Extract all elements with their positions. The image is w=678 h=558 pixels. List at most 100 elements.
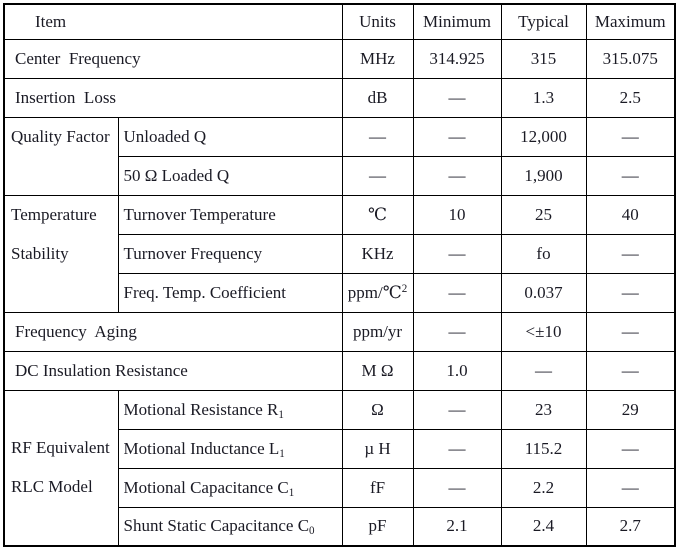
- sub-text: 1: [288, 486, 295, 499]
- cell-text: Insertion Loss: [15, 87, 117, 107]
- typ-cell: 315: [500, 38, 587, 79]
- cell-text: 50 Ω Loaded Q: [123, 165, 230, 185]
- max-cell: —: [585, 272, 676, 313]
- min-cell: —: [412, 116, 502, 157]
- table-row: Temperature Stability Turnover Temperature…: [3, 194, 676, 313]
- cell-text: fF: [369, 477, 386, 497]
- item-cell: 50 Ω Loaded Q: [117, 155, 343, 196]
- table-row: Freq. Temp. Coefficient ppm/℃2—0.037—: [4, 272, 676, 313]
- table-row: RF Equivalent RLC Model Motional Resistanc…: [3, 389, 676, 547]
- max-cell: 2.7: [585, 506, 676, 547]
- min-cell: 10: [412, 194, 502, 235]
- min-cell: —: [412, 233, 502, 274]
- cell-text: ppm/yr: [352, 321, 403, 341]
- typ-cell: 1,900: [500, 155, 587, 196]
- max-cell: —: [585, 116, 676, 157]
- typ-cell: 0.037: [500, 272, 587, 313]
- cell-text: Turnover Frequency: [123, 243, 263, 263]
- units-cell: Ω: [341, 389, 414, 430]
- min-cell: 314.925: [412, 38, 502, 79]
- header-cell-minimum: Minimum: [412, 3, 502, 40]
- max-cell: 29: [585, 389, 676, 430]
- min-cell: —: [412, 77, 502, 118]
- min-cell: —: [412, 428, 502, 469]
- cell-text: ppm/℃: [347, 282, 402, 302]
- group-cell: Temperature Stability: [3, 194, 119, 313]
- min-cell: 1.0: [412, 350, 502, 391]
- max-cell: 2.5: [585, 77, 676, 118]
- units-cell: dB: [341, 77, 414, 118]
- cell-text: Frequency Aging: [15, 321, 137, 341]
- units-cell: ppm/℃2: [341, 272, 414, 313]
- max-cell: —: [585, 467, 676, 508]
- max-cell: —: [585, 350, 676, 391]
- item-cell: Freq. Temp. Coefficient: [117, 272, 343, 313]
- units-cell: ppm/yr: [341, 311, 414, 352]
- table-row: Motional Inductance L1 µ H —115.2—: [4, 428, 676, 469]
- cell-text: Motional Capacitance C: [123, 477, 289, 497]
- table-row: DC Insulation Resistance M Ω 1.0— —: [3, 350, 676, 391]
- cell-text: Ω: [371, 399, 384, 419]
- table-row: Shunt Static Capacitance C0 pF 2.1 2.4 2.7: [4, 506, 676, 547]
- max-cell: —: [585, 311, 676, 352]
- header-cell-maximum: Maximum: [585, 3, 676, 40]
- typ-cell: 12,000: [500, 116, 587, 157]
- max-cell: —: [585, 155, 676, 196]
- table-body: Center Frequency MHz 314.925 315 315.075 Inse…: [3, 38, 676, 547]
- table-row: Frequency Aging ppm/yr — <±10—: [3, 311, 676, 352]
- group-label-line: Temperature: [11, 205, 97, 224]
- item-cell: Insertion Loss: [3, 77, 343, 118]
- cell-text: pF: [368, 516, 387, 536]
- units-cell: ℃: [341, 194, 414, 235]
- cell-text: Shunt Static Capacitance C: [123, 516, 310, 536]
- units-cell: fF: [341, 467, 414, 508]
- min-cell: —: [412, 155, 502, 196]
- units-cell: —: [341, 155, 414, 196]
- table-row: Center Frequency MHz 314.925 315 315.075: [3, 38, 676, 79]
- min-cell: —: [412, 389, 502, 430]
- units-cell: MHz: [341, 38, 414, 79]
- sub-text: 0: [309, 525, 315, 537]
- typ-cell: 23: [500, 389, 587, 430]
- sup-text: 2: [401, 282, 408, 295]
- min-cell: 2.1: [412, 506, 502, 547]
- item-cell: Unloaded Q: [117, 116, 343, 157]
- sub-text: 1: [278, 408, 284, 421]
- cell-text: DC Insulation Resistance: [15, 360, 188, 380]
- typ-cell: 2.2: [500, 467, 587, 508]
- min-cell: —: [412, 311, 502, 352]
- header-row: Item Units Minimum Typical Maximum: [3, 3, 676, 40]
- spec-table: Item Units Minimum Typical Maximum Center Fr…: [3, 3, 676, 547]
- cell-text: Freq. Temp. Coefficient: [123, 282, 286, 302]
- table-row: 50 Ω Loaded Q — —1,900—: [4, 155, 676, 196]
- group-label-line: RF Equivalent: [11, 438, 110, 458]
- typ-cell: 115.2: [500, 428, 587, 469]
- item-cell: Turnover Temperature: [117, 194, 343, 235]
- sub-text: 1: [279, 447, 285, 460]
- min-cell: —: [412, 272, 502, 313]
- table-row: Turnover Frequency KHz — fo —: [4, 233, 676, 274]
- cell-text: Center Frequency: [15, 48, 141, 68]
- table-header: Item Units Minimum Typical Maximum: [3, 3, 676, 40]
- group-label-line: Stability: [11, 244, 69, 263]
- item-cell: Frequency Aging: [3, 311, 343, 352]
- cell-text: dB: [367, 87, 388, 107]
- max-cell: —: [585, 428, 676, 469]
- typ-cell: 2.4: [500, 506, 587, 547]
- group-cell: Quality Factor: [3, 116, 119, 196]
- group-label-line: RLC Model: [11, 477, 93, 497]
- item-cell: Shunt Static Capacitance C0: [117, 506, 343, 547]
- typ-cell: <±10: [500, 311, 587, 352]
- cell-text: —: [369, 165, 386, 185]
- min-cell: —: [412, 467, 502, 508]
- cell-text: µ H: [364, 438, 391, 458]
- item-cell: Motional Capacitance C1: [117, 467, 343, 508]
- group-cell: RF Equivalent RLC Model: [3, 389, 119, 547]
- units-cell: M Ω: [341, 350, 414, 391]
- cell-text: —: [369, 126, 386, 146]
- item-cell: Turnover Frequency: [117, 233, 343, 274]
- cell-text: MHz: [360, 48, 395, 68]
- cell-text: Motional Inductance L: [123, 438, 280, 458]
- typ-cell: fo: [500, 233, 587, 274]
